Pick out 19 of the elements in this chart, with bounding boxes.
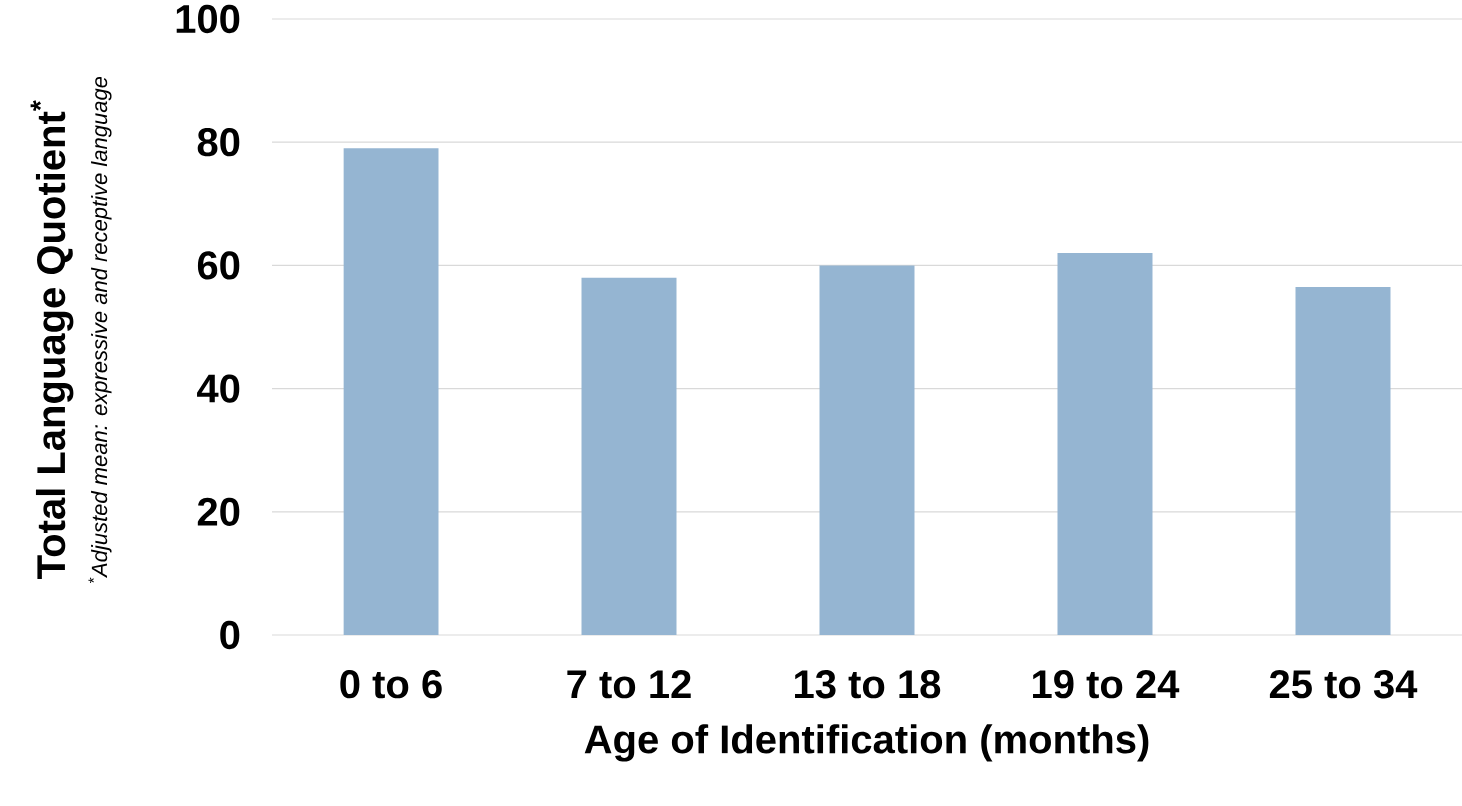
x-axis-title: Age of Identification (months): [584, 724, 1149, 762]
x-tick-label: 0 to 6: [340, 670, 442, 699]
y-axis-title: Total Language Quotient$^{*}$: [30, 100, 74, 579]
text: $^{*}$Adjusted mean: expressive and receptive language: [88, 76, 112, 584]
bar: [581, 277, 677, 635]
y-tick-label: 100: [176, 4, 240, 34]
y-tick-label: 60: [197, 251, 240, 280]
y-tick-label: 0: [220, 620, 240, 650]
y-tick-label: 20: [197, 497, 240, 526]
x-tick-label: 7 to 12: [567, 670, 691, 699]
x-tick-label: 25 to 34: [1269, 670, 1418, 699]
x-tick-label: 19 to 24: [1033, 670, 1180, 699]
bar: [343, 148, 439, 635]
bar: [1057, 253, 1153, 635]
bar: [1295, 286, 1391, 635]
x-tick-label: 13 to 18: [795, 670, 941, 699]
bar: [819, 265, 915, 635]
y-tick-label: 40: [197, 374, 240, 403]
y-tick-label: 80: [197, 128, 240, 157]
